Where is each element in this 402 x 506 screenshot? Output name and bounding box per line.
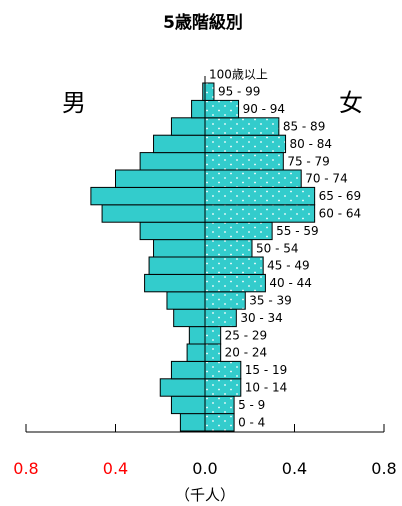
- male-bar: [139, 221, 206, 241]
- age-label: 100歳以上: [209, 67, 268, 81]
- male-bar: [101, 204, 206, 223]
- male-bar: [153, 239, 206, 258]
- age-label: 75 - 79: [287, 154, 330, 168]
- male-bar: [179, 413, 206, 432]
- unit-label: （千人）: [175, 486, 235, 504]
- female-bar: [204, 221, 273, 241]
- age-label: 40 - 44: [269, 276, 312, 290]
- male-bar: [191, 99, 206, 119]
- x-tick-label: 0.8: [371, 459, 396, 478]
- female-bar: [204, 117, 280, 136]
- male-label: 男: [62, 89, 86, 117]
- age-label: 95 - 99: [218, 85, 261, 99]
- female-bar: [204, 134, 287, 154]
- chart-title: 5歳階級別: [163, 12, 243, 33]
- age-label: 30 - 34: [240, 311, 283, 325]
- x-tick-label: 0.8: [13, 459, 38, 478]
- female-bar: [204, 99, 240, 119]
- male-bar: [166, 291, 206, 310]
- male-bar: [115, 169, 206, 188]
- age-label: 80 - 84: [290, 137, 333, 151]
- male-bar: [139, 152, 206, 171]
- female-bar: [204, 273, 266, 293]
- female-bar: [204, 343, 222, 362]
- male-bar: [159, 378, 206, 397]
- age-label: 35 - 39: [249, 294, 292, 308]
- male-bar: [153, 134, 206, 154]
- female-bar: [204, 82, 215, 101]
- age-label: 45 - 49: [267, 259, 310, 273]
- age-label: 15 - 19: [245, 363, 287, 377]
- age-label: 65 - 69: [319, 189, 362, 203]
- female-bar: [204, 378, 242, 397]
- female-bar: [204, 291, 246, 310]
- female-bar: [204, 239, 253, 258]
- male-bar: [170, 360, 206, 380]
- x-tick-label: 0.0: [192, 459, 217, 478]
- age-label: 60 - 64: [319, 207, 362, 221]
- age-label: 25 - 29: [225, 328, 268, 342]
- female-bar: [204, 186, 316, 206]
- female-bar: [204, 256, 264, 275]
- male-bar: [90, 186, 206, 206]
- age-label: 55 - 59: [276, 224, 319, 238]
- x-tick-label: 0.4: [103, 459, 128, 478]
- male-bar: [188, 326, 206, 345]
- female-label: 女: [339, 89, 363, 117]
- female-bar: [204, 360, 242, 380]
- female-bars: [204, 82, 316, 432]
- age-label: 0 - 4: [238, 415, 265, 429]
- female-bar: [204, 204, 316, 223]
- age-label: 90 - 94: [243, 102, 286, 116]
- age-label: 70 - 74: [305, 172, 348, 186]
- age-label: 85 - 89: [283, 120, 326, 134]
- female-bar: [204, 152, 284, 171]
- female-bar: [204, 413, 235, 432]
- age-labels: 0 - 4 5 - 9 10 - 14 15 - 19 20 - 24 25 - 29 30…: [209, 67, 361, 429]
- male-bar: [170, 395, 206, 415]
- male-bar: [148, 256, 206, 275]
- x-tick-label: 0.4: [282, 459, 307, 478]
- female-bar: [204, 395, 235, 415]
- age-label: 50 - 54: [256, 241, 298, 255]
- x-axis-ticks: 0.8 0.4 0.0 0.4 0.8: [13, 424, 397, 478]
- male-bar: [173, 308, 206, 328]
- female-bar: [204, 308, 237, 328]
- age-label: 20 - 24: [225, 346, 268, 360]
- age-label: 5 - 9: [238, 398, 265, 412]
- male-bar: [144, 273, 206, 293]
- female-bar: [204, 326, 222, 345]
- male-bar: [170, 117, 206, 136]
- age-label: 10 - 14: [245, 381, 287, 395]
- female-bar: [204, 169, 302, 188]
- male-bar: [186, 343, 206, 362]
- male-bars: [90, 82, 206, 432]
